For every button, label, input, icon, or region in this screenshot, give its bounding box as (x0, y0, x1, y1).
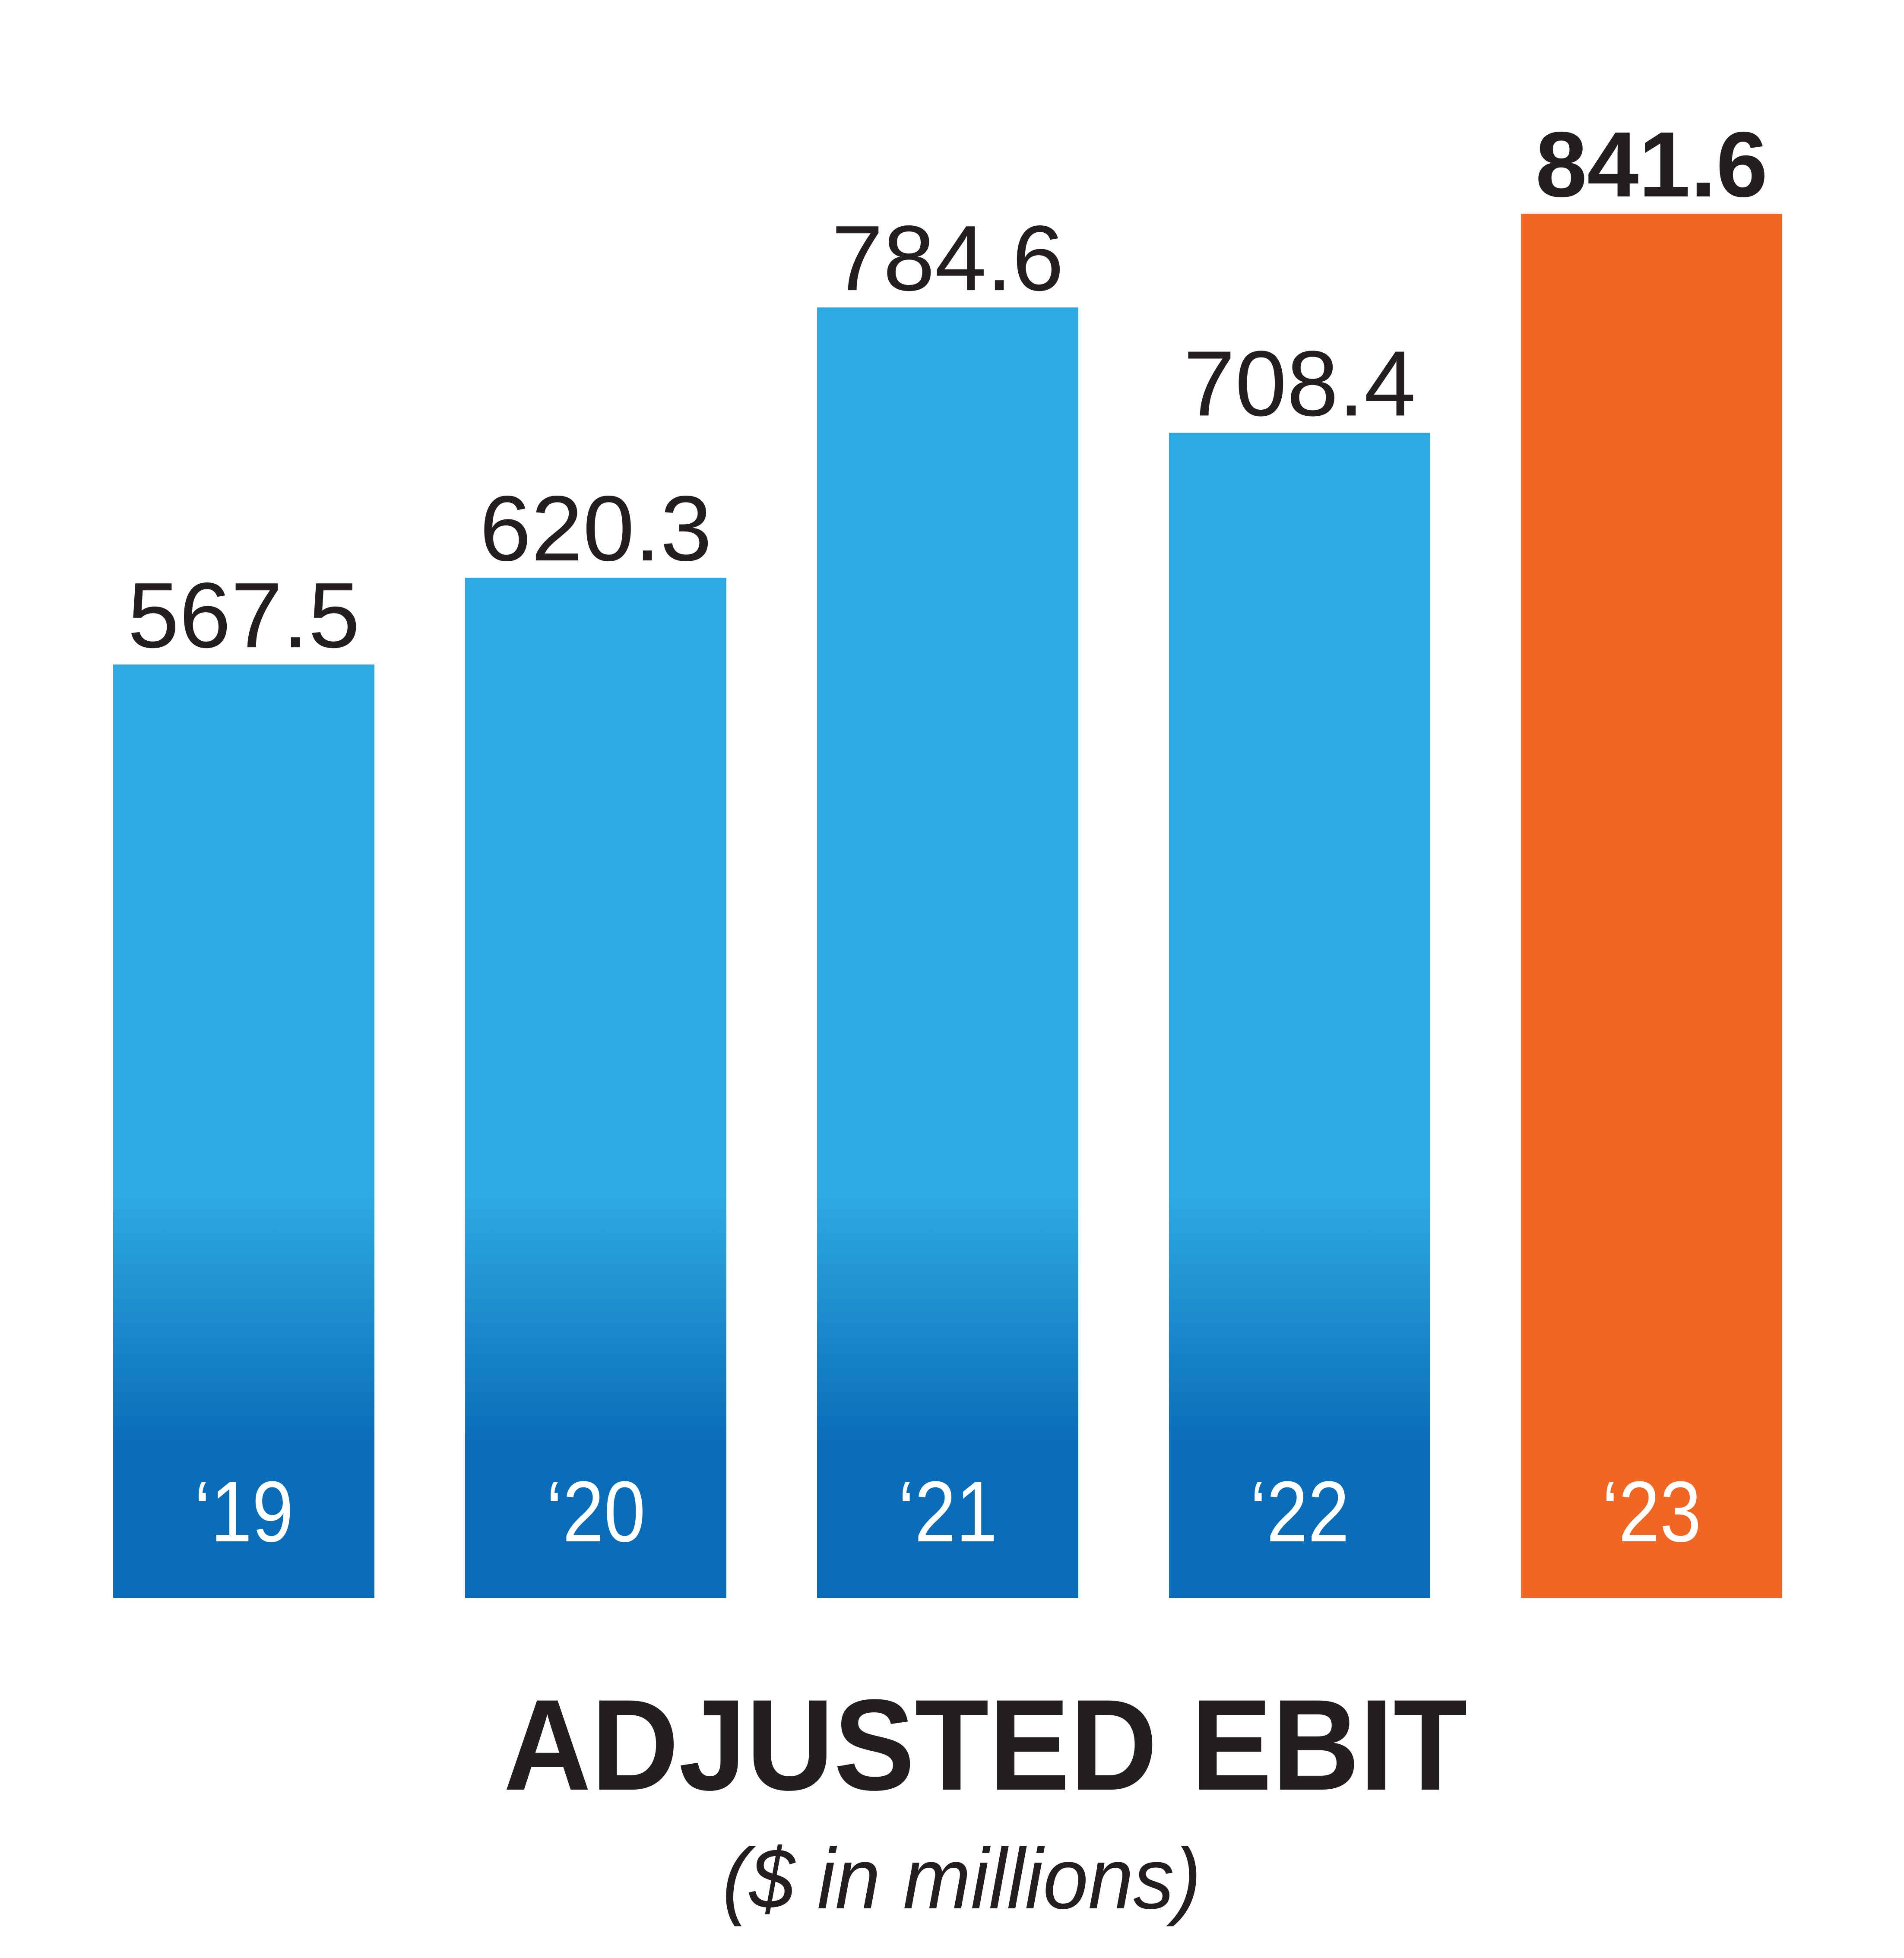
value-label: 620.3 (479, 476, 712, 580)
value-label: 841.6 (1535, 112, 1768, 216)
value-label: 567.5 (127, 563, 360, 667)
chart-title: ADJUSTED EBIT (504, 1672, 1467, 1817)
value-label: 708.4 (1183, 331, 1416, 435)
x-tick-label: ‘20 (546, 1464, 646, 1560)
x-tick-label: ‘23 (1602, 1464, 1701, 1560)
x-tick-label: ‘21 (898, 1464, 998, 1560)
bar (817, 307, 1078, 1598)
bar (113, 664, 374, 1598)
x-tick-label: ‘19 (194, 1464, 294, 1560)
chart-subtitle: ($ in millions) (722, 1831, 1201, 1927)
bar (1169, 433, 1430, 1598)
bar (465, 578, 726, 1598)
value-label: 784.6 (831, 206, 1064, 310)
x-tick-label: ‘22 (1250, 1464, 1350, 1560)
bar (1521, 214, 1782, 1598)
